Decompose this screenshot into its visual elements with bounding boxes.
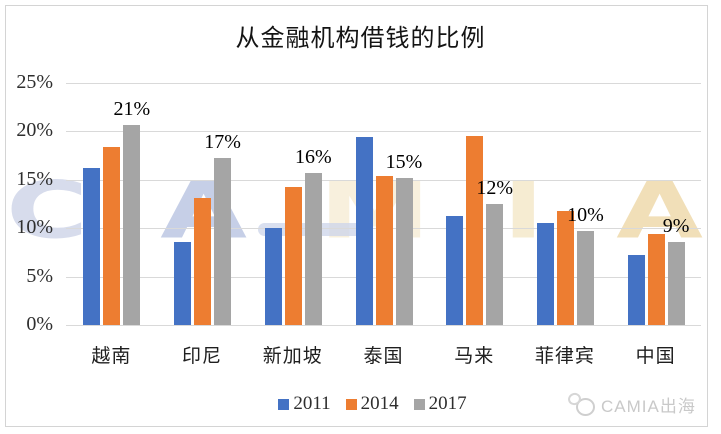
y-axis-label-10%: 10% (16, 216, 53, 238)
data-label-新加坡: 16% (294, 145, 332, 168)
bar-2017-新加坡 (304, 172, 322, 325)
data-label-泰国: 15% (385, 150, 423, 173)
bar-2017-马来 (486, 203, 504, 325)
bar-2017-菲律宾 (576, 230, 594, 325)
gridline-25% (66, 82, 701, 84)
bar-2011-印尼 (174, 241, 192, 325)
x-axis-label-越南: 越南 (91, 346, 132, 367)
legend-swatch-icon (278, 398, 290, 410)
camia-badge-text: CAMIA出海 (601, 396, 696, 416)
legend-label: 2014 (360, 393, 399, 414)
chart-title: 从金融机构借钱的比例 (235, 25, 486, 52)
bar-2017-泰国 (395, 177, 413, 325)
y-axis-label-25%: 25% (16, 70, 53, 93)
legend-label: 2017 (428, 393, 467, 414)
legend: 2011 2014 2017 (12, 393, 721, 415)
y-axis-label-20%: 20% (16, 119, 53, 141)
y-axis-label-15%: 15% (16, 167, 53, 190)
bar-2014-马来 (466, 135, 484, 325)
legend-swatch-icon (345, 398, 357, 410)
x-axis-label-中国: 中国 (635, 346, 676, 367)
bar-2011-中国 (627, 255, 645, 325)
bar-2011-菲律宾 (536, 223, 554, 325)
y-axis-label-5%: 5% (26, 264, 53, 287)
x-axis-label-马来: 马来 (454, 346, 495, 367)
x-axis-label-新加坡: 新加坡 (262, 346, 323, 367)
legend-item-2014: 2014 (345, 393, 399, 415)
x-axis-label-泰国: 泰国 (363, 346, 404, 367)
legend-label: 2011 (293, 393, 331, 414)
data-label-中国: 9% (662, 214, 690, 237)
y-axis-label-0%: 0% (26, 313, 53, 335)
bar-2017-越南 (123, 125, 141, 325)
bar-2014-越南 (103, 146, 121, 325)
gridline-20% (66, 131, 701, 132)
bar-2014-印尼 (194, 197, 212, 325)
camia-logo-icon (566, 391, 595, 416)
x-axis-label-印尼: 印尼 (182, 346, 223, 367)
bar-2011-泰国 (355, 136, 373, 325)
bar-2014-中国 (647, 233, 665, 325)
bar-2014-泰国 (375, 175, 393, 325)
camia-badge: CAMIA出海 (566, 391, 696, 417)
data-label-菲律宾: 10% (567, 203, 604, 226)
bar-2014-菲律宾 (556, 210, 574, 325)
x-axis-label-菲律宾: 菲律宾 (534, 346, 595, 367)
gridline-0% (66, 325, 701, 326)
bar-2017-中国 (667, 241, 685, 325)
data-label-越南: 21% (113, 98, 151, 121)
bar-2017-印尼 (214, 158, 232, 325)
data-label-马来: 12% (476, 176, 514, 199)
bar-2011-越南 (83, 167, 101, 325)
data-label-印尼: 17% (204, 131, 241, 154)
bar-2014-新加坡 (284, 187, 302, 325)
legend-item-2011: 2011 (278, 393, 331, 415)
legend-swatch-icon (413, 398, 425, 410)
legend-item-2017: 2017 (413, 393, 467, 415)
bar-2011-新加坡 (264, 228, 282, 325)
bar-2011-马来 (446, 216, 464, 325)
